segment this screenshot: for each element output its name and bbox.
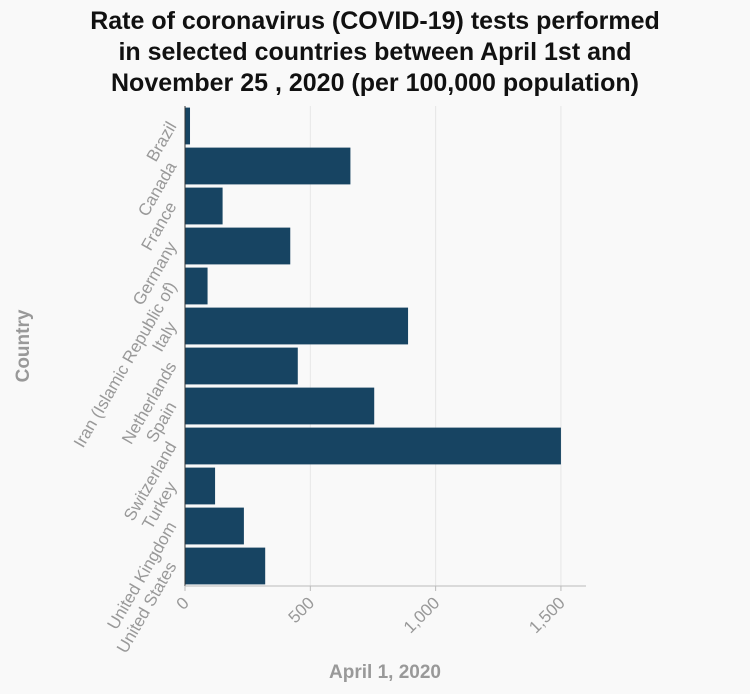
y-axis-label: Country bbox=[13, 309, 34, 382]
x-tick-label: 1,500 bbox=[525, 593, 569, 637]
bar-united-kingdom bbox=[185, 508, 244, 545]
x-tick-label: 500 bbox=[285, 593, 318, 626]
bar-brazil bbox=[185, 108, 190, 145]
bar-netherlands bbox=[185, 348, 298, 385]
x-axis-label: April 1, 2020 bbox=[329, 662, 441, 683]
bar-switzerland bbox=[185, 428, 561, 465]
bar-spain bbox=[185, 388, 374, 425]
bar-france bbox=[185, 188, 223, 225]
bar-turkey bbox=[185, 468, 215, 505]
y-tick-label: Brazil bbox=[143, 119, 181, 165]
bar-united-states bbox=[185, 548, 265, 585]
bar-canada bbox=[185, 148, 350, 185]
bars bbox=[185, 108, 561, 585]
x-tick-label: 1,000 bbox=[400, 593, 444, 637]
bar-italy bbox=[185, 308, 408, 345]
x-tick-label: 0 bbox=[173, 593, 193, 613]
x-tick-labels: 0 500 1,000 1,500 bbox=[173, 593, 569, 637]
bar-germany bbox=[185, 228, 290, 265]
bar-iran-islamic-republic-of bbox=[185, 268, 208, 305]
